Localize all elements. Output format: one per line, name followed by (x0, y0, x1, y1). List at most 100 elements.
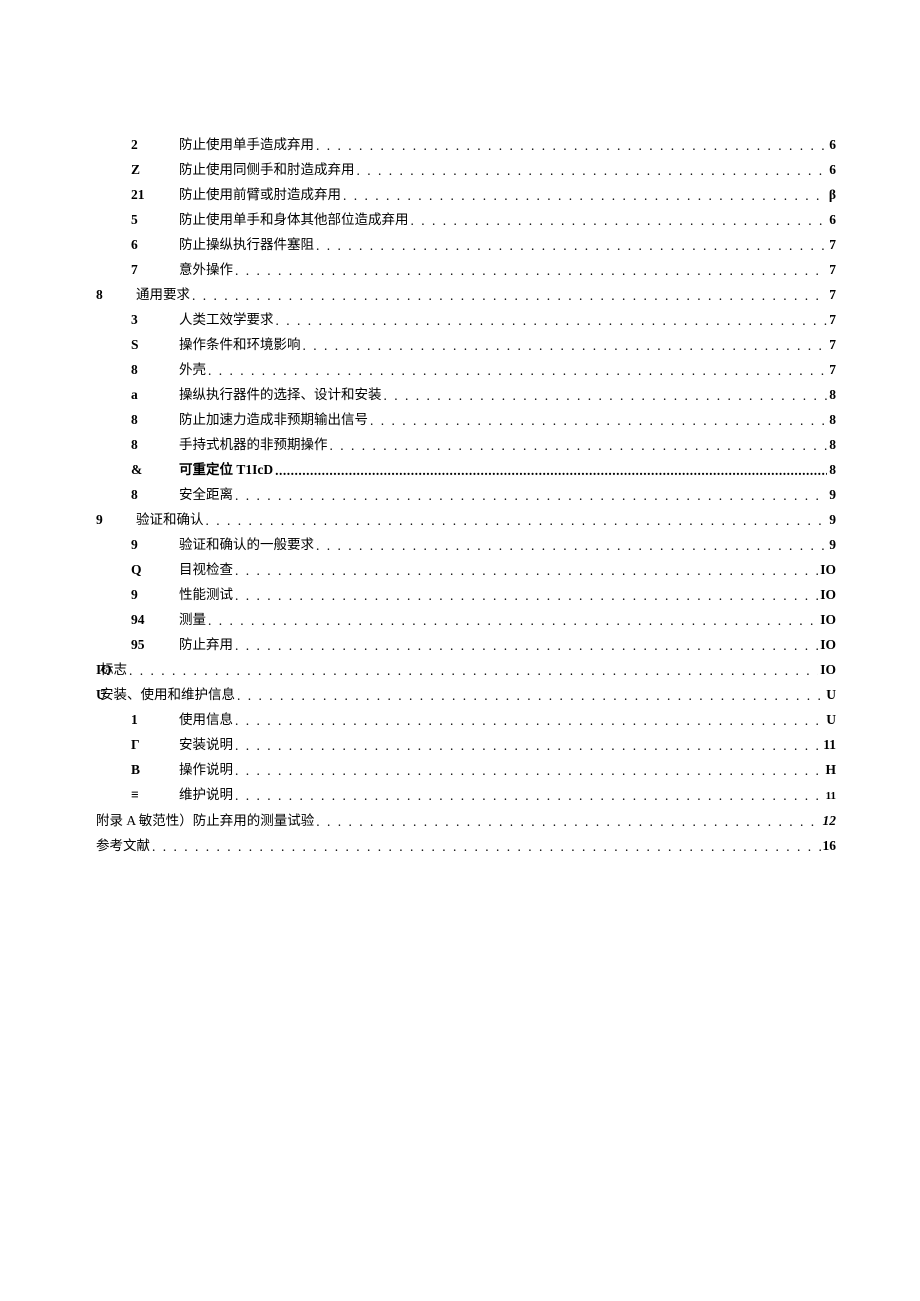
toc-leader-dots: . . . . . . . . . . . . . . . . . . . . … (370, 414, 827, 428)
toc-entry: 9验证和确认的一般要求. . . . . . . . . . . . . . .… (96, 538, 836, 552)
toc-entry-title: 性能测试 (179, 588, 233, 602)
toc-entry-title: 安装、使用和维护信息 (100, 688, 235, 702)
toc-leader-dots: ........................................… (275, 464, 827, 478)
toc-leader-dots: . . . . . . . . . . . . . . . . . . . . … (330, 439, 828, 453)
toc-entry-number: 6 (131, 238, 179, 252)
toc-entry-title: 可重定位 T1IcD (179, 463, 273, 477)
toc-leader-dots: . . . . . . . . . . . . . . . . . . . . … (208, 364, 827, 378)
toc-entry-title: 操作说明 (179, 763, 233, 777)
toc-entry-title: 防止操纵执行器件塞阻 (179, 238, 314, 252)
toc-entry-page: 16 (823, 839, 837, 853)
toc-entry-page: 8 (829, 413, 836, 427)
toc-entry-title: 通用要求 (136, 288, 190, 302)
toc-entry: 6防止操纵执行器件塞阻. . . . . . . . . . . . . . .… (96, 238, 836, 252)
toc-leader-dots: . . . . . . . . . . . . . . . . . . . . … (235, 589, 818, 603)
toc-leader-dots: . . . . . . . . . . . . . . . . . . . . … (235, 789, 824, 803)
toc-entry-title: 意外操作 (179, 263, 233, 277)
toc-entry-page: 7 (829, 363, 836, 377)
toc-entry-number: 8 (131, 363, 179, 377)
toc-entry-number: 8 (131, 413, 179, 427)
toc-entry-number: 9 (96, 513, 136, 527)
toc-entry-number: 1 (131, 713, 179, 727)
toc-leader-dots: . . . . . . . . . . . . . . . . . . . . … (343, 189, 827, 203)
toc-entry-page: 6 (829, 163, 836, 177)
toc-leader-dots: . . . . . . . . . . . . . . . . . . . . … (316, 139, 827, 153)
toc-entry: 8安全距离. . . . . . . . . . . . . . . . . .… (96, 488, 836, 502)
toc-entry: 95防止弃用. . . . . . . . . . . . . . . . . … (96, 638, 836, 652)
toc-entry: 5防止使用单手和身体其他部位造成弃用. . . . . . . . . . . … (96, 213, 836, 227)
toc-entry: &可重定位 T1IcD.............................… (96, 463, 836, 477)
toc-entry-page: 7 (829, 338, 836, 352)
toc-entry: IO标志. . . . . . . . . . . . . . . . . . … (96, 663, 836, 677)
toc-entry-page: 7 (829, 238, 836, 252)
toc-entry-page: IO (820, 613, 836, 627)
toc-entry-number: 7 (131, 263, 179, 277)
toc-entry: 9性能测试. . . . . . . . . . . . . . . . . .… (96, 588, 836, 602)
toc-entry: 21防止使用前臂或肘造成弃用. . . . . . . . . . . . . … (96, 188, 836, 202)
toc-entry-title: 验证和确认的一般要求 (179, 538, 314, 552)
toc-entry-title: 标志 (100, 663, 127, 677)
toc-entry-page: 9 (829, 488, 836, 502)
toc-entry-page: 11 (826, 791, 836, 802)
toc-entry-title: 防止使用同侧手和肘造成弃用 (179, 163, 355, 177)
toc-entry: 9验证和确认. . . . . . . . . . . . . . . . . … (96, 513, 836, 527)
toc-entry-title: 安装说明 (179, 738, 233, 752)
toc-leader-dots: . . . . . . . . . . . . . . . . . . . . … (235, 264, 827, 278)
toc-entry-number: a (131, 388, 179, 402)
toc-entry-title: 操纵执行器件的选择、设计和安装 (179, 388, 382, 402)
toc-entry-title: 外壳 (179, 363, 206, 377)
toc-entry: 8通用要求. . . . . . . . . . . . . . . . . .… (96, 288, 836, 302)
toc-entry-title: 操作条件和环境影响 (179, 338, 301, 352)
toc-entry-number: B (131, 763, 179, 777)
toc-entry-page: 8 (829, 463, 836, 477)
toc-entry-page: U (826, 713, 836, 727)
toc-leader-dots: . . . . . . . . . . . . . . . . . . . . … (192, 289, 827, 303)
toc-entry-page: 6 (829, 213, 836, 227)
toc-entry: Z防止使用同侧手和肘造成弃用. . . . . . . . . . . . . … (96, 163, 836, 177)
toc-entry: ≡维护说明. . . . . . . . . . . . . . . . . .… (96, 788, 836, 802)
toc-entry-number: 8 (131, 488, 179, 502)
toc-entry-number: 2 (131, 138, 179, 152)
toc-entry: 94测量. . . . . . . . . . . . . . . . . . … (96, 613, 836, 627)
toc-entry: 7意外操作. . . . . . . . . . . . . . . . . .… (96, 263, 836, 277)
toc-leader-dots: . . . . . . . . . . . . . . . . . . . . … (411, 214, 828, 228)
toc-entry: 8外壳. . . . . . . . . . . . . . . . . . .… (96, 363, 836, 377)
toc-entry-page: H (825, 763, 836, 777)
toc-entry-number: S (131, 338, 179, 352)
toc-leader-dots: . . . . . . . . . . . . . . . . . . . . … (235, 489, 827, 503)
toc-entry-page: 7 (829, 313, 836, 327)
toc-leader-dots: . . . . . . . . . . . . . . . . . . . . … (206, 514, 828, 528)
toc-entry-number: & (131, 463, 179, 477)
toc-entry-page: IO (820, 563, 836, 577)
toc-entry-page: 11 (823, 738, 836, 752)
toc-entry-number: 3 (131, 313, 179, 327)
toc-entry: 8防止加速力造成非预期输出信号. . . . . . . . . . . . .… (96, 413, 836, 427)
toc-entry: Q目视检查. . . . . . . . . . . . . . . . . .… (96, 563, 836, 577)
toc-entry-title: 附录 A 敏范性）防止弃用的测量试验 (96, 814, 314, 828)
toc-entry: 附录 A 敏范性）防止弃用的测量试验. . . . . . . . . . . … (96, 814, 836, 828)
toc-entry-number: 21 (131, 188, 179, 202)
toc-leader-dots: . . . . . . . . . . . . . . . . . . . . … (235, 564, 818, 578)
toc-entry: 参考文献. . . . . . . . . . . . . . . . . . … (96, 839, 836, 853)
toc-entry: 2防止使用单手造成弃用. . . . . . . . . . . . . . .… (96, 138, 836, 152)
toc-entry: U安装、使用和维护信息. . . . . . . . . . . . . . .… (96, 688, 836, 702)
toc-entry: 3人类工效学要求. . . . . . . . . . . . . . . . … (96, 313, 836, 327)
toc-entry-number: 8 (96, 288, 136, 302)
toc-entry-title: 验证和确认 (136, 513, 204, 527)
toc-entry-title: 防止使用单手造成弃用 (179, 138, 314, 152)
toc-entry-page: 8 (829, 388, 836, 402)
toc-entry-page: IO (820, 638, 836, 652)
toc-entry-page: 8 (829, 438, 836, 452)
toc-entry-title: 防止使用单手和身体其他部位造成弃用 (179, 213, 409, 227)
toc-entry-number: Γ (131, 738, 179, 752)
toc-page: 2防止使用单手造成弃用. . . . . . . . . . . . . . .… (0, 0, 920, 1301)
toc-entry: a操纵执行器件的选择、设计和安装. . . . . . . . . . . . … (96, 388, 836, 402)
toc-leader-dots: . . . . . . . . . . . . . . . . . . . . … (316, 539, 827, 553)
toc-entry-title: 安全距离 (179, 488, 233, 502)
toc-entry: 1使用信息. . . . . . . . . . . . . . . . . .… (96, 713, 836, 727)
toc-leader-dots: . . . . . . . . . . . . . . . . . . . . … (235, 764, 823, 778)
toc-leader-dots: . . . . . . . . . . . . . . . . . . . . … (316, 239, 827, 253)
toc-leader-dots: . . . . . . . . . . . . . . . . . . . . … (276, 314, 828, 328)
toc-leader-dots: . . . . . . . . . . . . . . . . . . . . … (208, 614, 818, 628)
toc-leader-dots: . . . . . . . . . . . . . . . . . . . . … (303, 339, 828, 353)
